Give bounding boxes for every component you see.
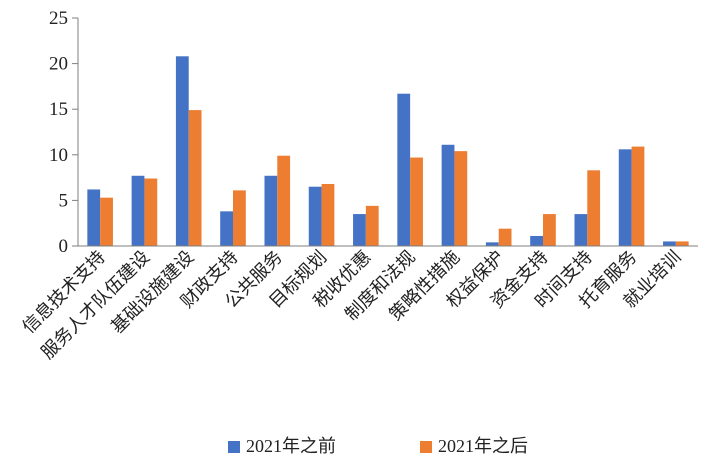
bar-after-2021 bbox=[233, 190, 246, 246]
legend-swatch-before-2021 bbox=[228, 441, 240, 453]
bar-after-2021 bbox=[144, 178, 158, 246]
bars bbox=[87, 56, 689, 246]
bar-before-2021 bbox=[264, 175, 278, 246]
bar-before-2021 bbox=[353, 214, 366, 246]
legend-label-before-2021: 2021年之前 bbox=[246, 436, 336, 456]
bar-after-2021 bbox=[321, 183, 335, 246]
bar-before-2021 bbox=[530, 235, 543, 246]
bar-before-2021 bbox=[220, 211, 233, 246]
bar-after-2021 bbox=[543, 214, 556, 246]
x-axis: 信息技术支持服务人才队伍建设基础设施建设财政支持公共服务目标规划税收优惠制度和法… bbox=[18, 245, 698, 363]
y-tick-label: 10 bbox=[49, 145, 68, 166]
bar-before-2021 bbox=[308, 186, 322, 246]
y-tick-label: 0 bbox=[59, 236, 69, 257]
bar-after-2021 bbox=[410, 157, 423, 246]
bar-before-2021 bbox=[441, 144, 455, 246]
bar-before-2021 bbox=[485, 242, 499, 246]
y-tick-label: 20 bbox=[49, 54, 68, 75]
bar-after-2021 bbox=[365, 205, 379, 246]
y-axis: 0 5 10 15 20 25 bbox=[49, 8, 79, 257]
legend-label-after-2021: 2021年之后 bbox=[438, 436, 528, 456]
y-tick-label: 5 bbox=[59, 190, 69, 211]
bar-before-2021 bbox=[87, 189, 101, 246]
bar-before-2021 bbox=[574, 214, 588, 246]
bar-after-2021 bbox=[631, 146, 645, 246]
y-tick-label: 15 bbox=[49, 99, 68, 120]
bar-after-2021 bbox=[454, 151, 468, 246]
y-tick-label: 25 bbox=[49, 8, 68, 29]
bar-before-2021 bbox=[663, 241, 676, 246]
bar-before-2021 bbox=[175, 56, 189, 246]
bar-after-2021 bbox=[188, 110, 202, 246]
bar-after-2021 bbox=[277, 155, 291, 246]
bar-after-2021 bbox=[498, 228, 512, 246]
bar-before-2021 bbox=[618, 149, 632, 246]
bar-before-2021 bbox=[131, 175, 145, 246]
bar-before-2021 bbox=[397, 93, 411, 246]
legend-swatch-after-2021 bbox=[420, 441, 432, 453]
bar-after-2021 bbox=[100, 197, 113, 246]
bar-after-2021 bbox=[675, 241, 689, 246]
legend: 2021年之前 2021年之后 bbox=[228, 436, 528, 456]
bar-after-2021 bbox=[587, 170, 601, 246]
